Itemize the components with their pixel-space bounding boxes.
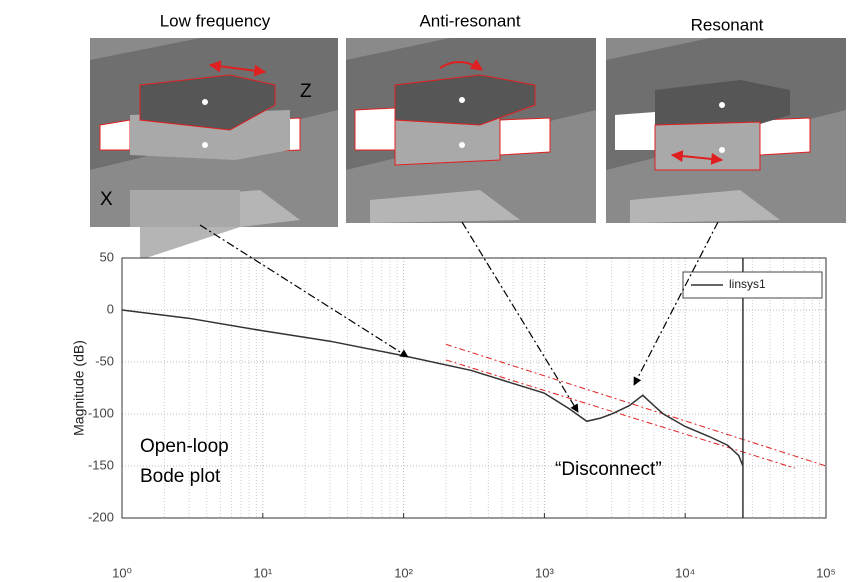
x-tick-label: 10⁵ xyxy=(816,565,836,580)
x-tick-label: 10⁰ xyxy=(112,565,132,580)
y-tick-label: -50 xyxy=(95,353,114,368)
y-axis-label: Magnitude (dB) xyxy=(71,340,87,436)
x-tick-label: 10³ xyxy=(535,565,554,580)
panel-image xyxy=(346,38,596,223)
annotation: Bode plot xyxy=(140,466,221,487)
x-tick-label: 10² xyxy=(394,565,413,580)
y-tick-label: -150 xyxy=(88,457,114,472)
panel-image: Z X xyxy=(90,38,338,260)
panel-title: Low frequency xyxy=(160,11,271,30)
x-tick-label: 10⁴ xyxy=(675,565,695,580)
x-tick-label: 10¹ xyxy=(253,565,272,580)
y-tick-label: -200 xyxy=(88,509,114,524)
panel-label: Z xyxy=(300,81,312,102)
figure: Z X Low frequency Anti-resonant Resonant… xyxy=(0,0,850,582)
panel-image xyxy=(606,38,846,223)
panel-title: Resonant xyxy=(691,15,764,34)
plot: 10⁰10¹10²10³10⁴10⁵500-50-100-150-200Freq… xyxy=(71,249,836,582)
annotation: Open-loop xyxy=(140,436,229,457)
y-tick-label: 50 xyxy=(100,249,114,264)
y-tick-label: -100 xyxy=(88,405,114,420)
panel-title: Anti-resonant xyxy=(419,11,520,30)
y-tick-label: 0 xyxy=(107,301,114,316)
annotation: “Disconnect” xyxy=(555,459,662,480)
legend-label: linsys1 xyxy=(729,277,766,291)
panel-label: X xyxy=(100,189,113,210)
